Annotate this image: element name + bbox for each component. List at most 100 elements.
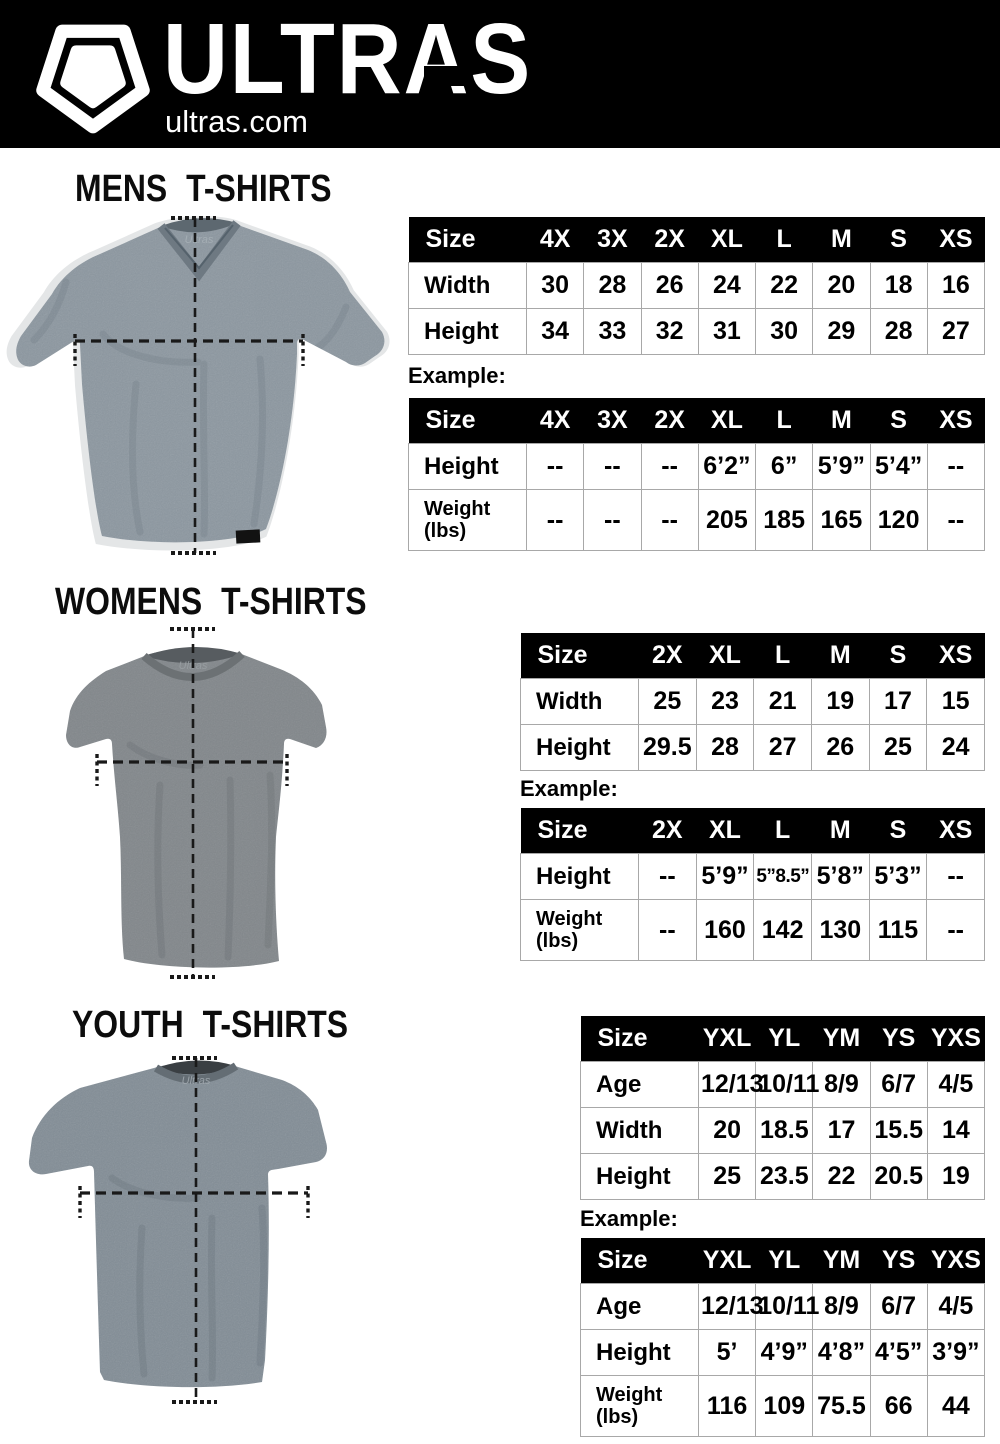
col-header: YXS: [927, 1016, 985, 1062]
col-header: XS: [927, 398, 985, 444]
value-cell: --: [638, 899, 697, 961]
row-label-line1: Weight: [596, 1384, 663, 1406]
value-cell: 26: [640, 262, 699, 309]
value-cell: 28: [869, 308, 928, 355]
table: Size YXL YL YM YS YXS Age 12/13 10/11 8/…: [580, 1016, 986, 1200]
value-cell: 5’9”: [695, 853, 755, 900]
value-cell: 4’8”: [812, 1329, 871, 1376]
col-header: XL: [698, 398, 756, 444]
col-header: L: [755, 217, 813, 263]
table-row: Height 5’ 4’9” 4’8” 4’5” 3’9”: [580, 1329, 986, 1376]
mens-tshirt-image: Ultras: [6, 216, 390, 555]
mens-size-table: Size 4X 3X 2X XL L M S XS Width 30 28 26…: [408, 217, 986, 355]
col-header-size: Size: [580, 1238, 699, 1284]
value-cell: --: [583, 443, 642, 490]
col-header: YL: [755, 1238, 813, 1284]
row-label-line2: (lbs): [536, 930, 579, 952]
table: Size 4X 3X 2X XL L M S XS Height -- -- -…: [408, 398, 986, 551]
value-cell: 15.5: [869, 1107, 928, 1154]
value-cell: 16: [926, 262, 986, 309]
value-cell: 23: [695, 678, 755, 725]
value-cell: 34: [525, 308, 585, 355]
col-header: M: [811, 633, 870, 679]
value-cell: 19: [926, 1153, 986, 1200]
brand-domain: ultras.com: [165, 104, 308, 139]
value-cell: 10/11: [755, 1061, 819, 1108]
col-header: 2X: [641, 217, 699, 263]
value-cell: --: [640, 489, 699, 551]
value-cell: 10/11: [755, 1283, 819, 1330]
value-cell: 28: [583, 262, 642, 309]
col-header: XL: [696, 808, 754, 854]
value-cell: 5”8.5”: [753, 853, 812, 900]
value-cell: 21: [753, 678, 812, 725]
col-header-size: Size: [408, 217, 527, 263]
value-cell: 5’: [697, 1329, 757, 1376]
row-label: Height: [580, 1153, 699, 1200]
row-label: Age: [580, 1061, 699, 1108]
table: Size 2X XL L M S XS Height -- 5’9” 5”8.5…: [520, 808, 985, 961]
row-label-line1: Weight: [424, 498, 491, 520]
col-header: YS: [870, 1016, 928, 1062]
table-row: Weight (lbs) -- 160 142 130 115 --: [520, 899, 985, 961]
pentagon-badge-icon: [36, 24, 150, 134]
row-label: Width: [408, 262, 527, 309]
row-label: Height: [520, 724, 639, 771]
row-label-line2: (lbs): [424, 520, 467, 542]
value-cell: 19: [810, 678, 870, 725]
value-cell: --: [926, 443, 986, 490]
value-cell: 25: [868, 724, 928, 771]
example-label: Example:: [408, 363, 506, 388]
value-cell: 5’9”: [812, 443, 871, 490]
col-header: XS: [927, 217, 985, 263]
table: Size 2X XL L M S XS Width 25 23 21 19 17…: [520, 633, 985, 771]
row-label-line1: Weight: [536, 908, 603, 930]
womens-tshirt-image: Ultras: [66, 627, 327, 979]
value-cell: 4’5”: [869, 1329, 928, 1376]
col-header: XS: [926, 808, 985, 854]
row-label: Width: [580, 1107, 699, 1154]
value-cell: 8/9: [812, 1283, 871, 1330]
value-cell: 8/9: [812, 1061, 871, 1108]
value-cell: 24: [926, 724, 985, 771]
value-cell: 27: [926, 308, 986, 355]
value-cell: 26: [810, 724, 870, 771]
youth-example-table: Size YXL YL YM YS YXS Age 12/13 10/11 8/…: [580, 1238, 986, 1437]
section-title-youth: YOUTH T-SHIRTS: [72, 1004, 349, 1046]
col-header: XL: [698, 217, 756, 263]
row-label: Height: [520, 853, 639, 900]
value-cell: 3’9”: [926, 1329, 986, 1376]
value-cell: 6”: [754, 443, 814, 490]
value-cell: 142: [753, 899, 812, 961]
col-header: YXS: [927, 1238, 985, 1284]
table-row: Width 30 28 26 24 22 20 18 16: [408, 262, 986, 309]
col-header: 3X: [583, 217, 641, 263]
section-title-womens: WOMENS T-SHIRTS: [55, 581, 367, 623]
value-cell: 4’9”: [755, 1329, 814, 1376]
value-cell: 22: [754, 262, 814, 309]
youth-tshirt-image: Ultras: [28, 1056, 327, 1404]
vneck-collar: [157, 220, 241, 282]
value-cell: 25: [697, 1153, 757, 1200]
col-header: YXL: [698, 1016, 756, 1062]
row-label-line2: (lbs): [596, 1406, 639, 1428]
measurement-guides: [78, 1056, 310, 1404]
value-cell: 115: [868, 899, 928, 961]
value-cell: 12/13: [697, 1283, 764, 1330]
table-row: Height 29.5 28 27 26 25 24: [520, 724, 985, 771]
header-bar: ULTRAS ultras.com: [0, 0, 1000, 148]
value-cell: 23.5: [755, 1153, 814, 1200]
value-cell: 24: [697, 262, 757, 309]
table-row: Weight (lbs) 116 109 75.5 66 44: [580, 1375, 986, 1437]
col-header: M: [812, 398, 870, 444]
value-cell: 18: [869, 262, 928, 309]
value-cell: --: [926, 899, 985, 961]
value-cell: 20: [697, 1107, 757, 1154]
row-label: Weight (lbs): [580, 1375, 699, 1437]
col-header: L: [753, 808, 812, 854]
value-cell: 27: [753, 724, 812, 771]
value-cell: 30: [754, 308, 814, 355]
value-cell: 18.5: [755, 1107, 814, 1154]
col-header: L: [755, 398, 813, 444]
collar-back: [161, 218, 237, 233]
